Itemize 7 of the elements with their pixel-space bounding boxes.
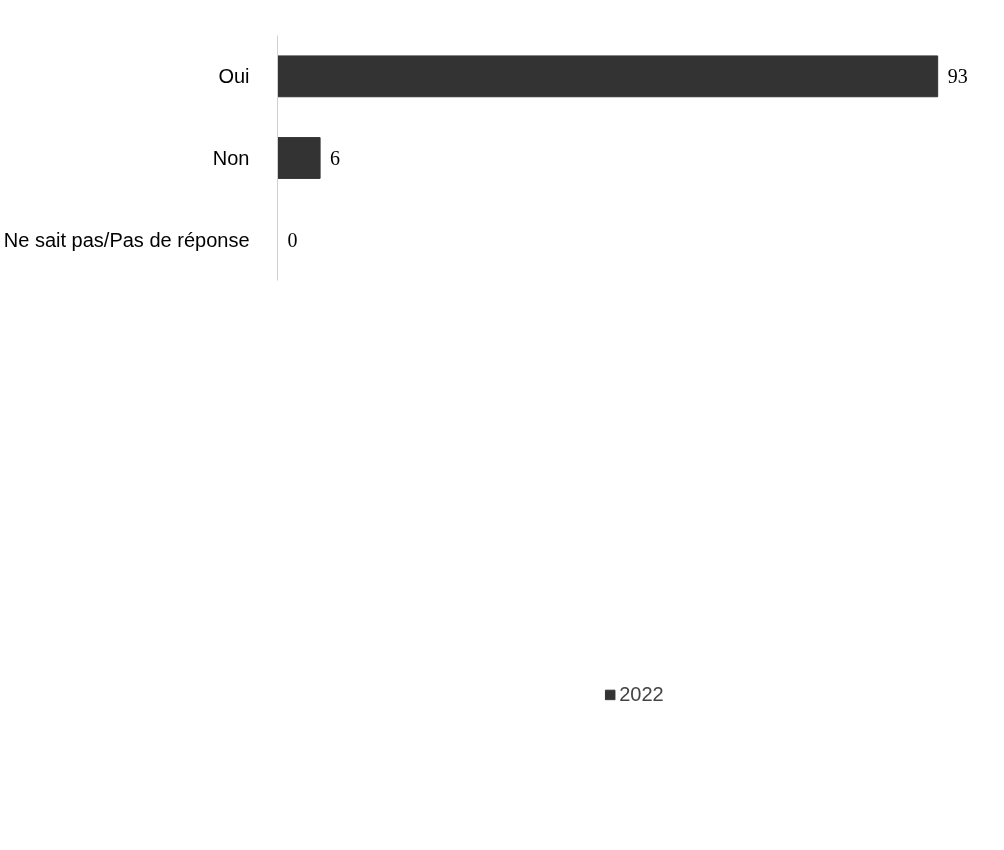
data-label: 0 <box>287 228 298 251</box>
data-label: 6 <box>330 147 341 169</box>
y-tick-label: Non <box>212 147 250 169</box>
data-label: 93 <box>947 65 968 88</box>
y-tick-label: Oui <box>218 65 250 88</box>
legend-label: 2022 <box>619 682 664 706</box>
y-tick-label: Ne sait pas/Pas de réponse <box>3 228 250 251</box>
